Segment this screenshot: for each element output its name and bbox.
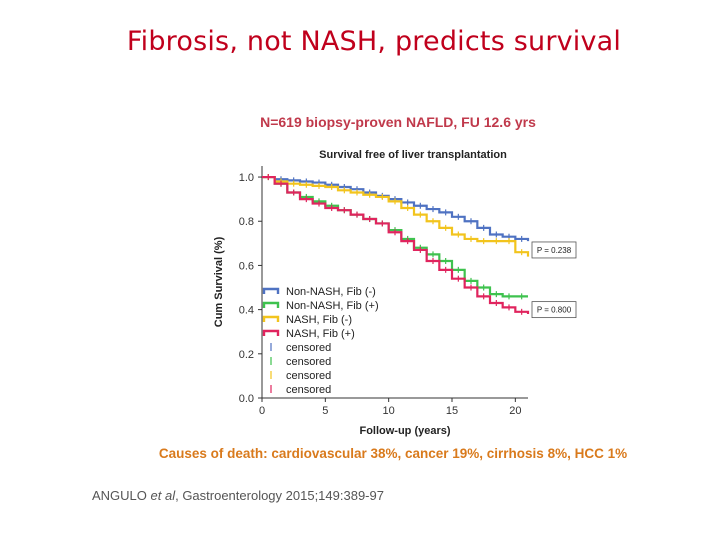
legend-swatch	[262, 329, 280, 336]
reference-journal: , Gastroenterology 2015;149:389-97	[175, 488, 384, 503]
legend-label: censored	[286, 342, 331, 354]
y-tick-label: 1.0	[239, 172, 254, 184]
y-tick-label: 0.4	[239, 305, 254, 317]
chart-subtitle: N=619 biopsy-proven NAFLD, FU 12.6 yrs	[260, 114, 536, 130]
legend-label: NASH, Fib (+)	[286, 328, 355, 340]
legend-swatch	[262, 301, 280, 308]
reference: ANGULO et al, Gastroenterology 2015;149:…	[92, 488, 384, 503]
x-tick-label: 5	[322, 405, 328, 417]
slide-title: Fibrosis, not NASH, predicts survival	[126, 26, 622, 57]
y-tick-label: 0.6	[239, 260, 254, 272]
legend-label: censored	[286, 356, 331, 368]
x-tick-label: 10	[383, 405, 395, 417]
survival-line-1	[262, 175, 530, 242]
x-tick-label: 15	[446, 405, 458, 417]
y-tick-label: 0.8	[239, 216, 254, 228]
p-value-label: P = 0.800	[537, 306, 572, 315]
legend-label: censored	[286, 384, 331, 396]
legend-swatch	[262, 287, 280, 294]
legend-label: NASH, Fib (-)	[286, 314, 352, 326]
y-tick-label: 0.0	[239, 393, 254, 405]
causes-of-death: Causes of death: cardiovascular 38%, can…	[158, 446, 628, 461]
y-tick-label: 0.2	[239, 349, 254, 361]
survival-line-3	[262, 175, 530, 257]
legend-label: censored	[286, 370, 331, 382]
x-tick-label: 20	[509, 405, 521, 417]
reference-etal: et al	[150, 488, 176, 503]
y-axis-label: Cum Survival (%)	[213, 236, 225, 327]
x-axis-label: Follow-up (years)	[359, 425, 450, 437]
p-value-box	[531, 241, 577, 259]
chart-title: Survival free of liver transplantation	[319, 149, 507, 161]
reference-authors: ANGULO	[92, 488, 151, 503]
survival-line-2	[262, 175, 528, 298]
x-tick-label: 0	[259, 405, 265, 417]
survival-line-4	[262, 175, 530, 315]
p-value-label: P = 0.238	[537, 246, 572, 255]
legend-label: Non-NASH, Fib (+)	[286, 300, 379, 312]
legend-label: Non-NASH, Fib (-)	[286, 286, 376, 298]
legend-swatch	[262, 315, 280, 322]
p-value-box	[531, 301, 577, 319]
